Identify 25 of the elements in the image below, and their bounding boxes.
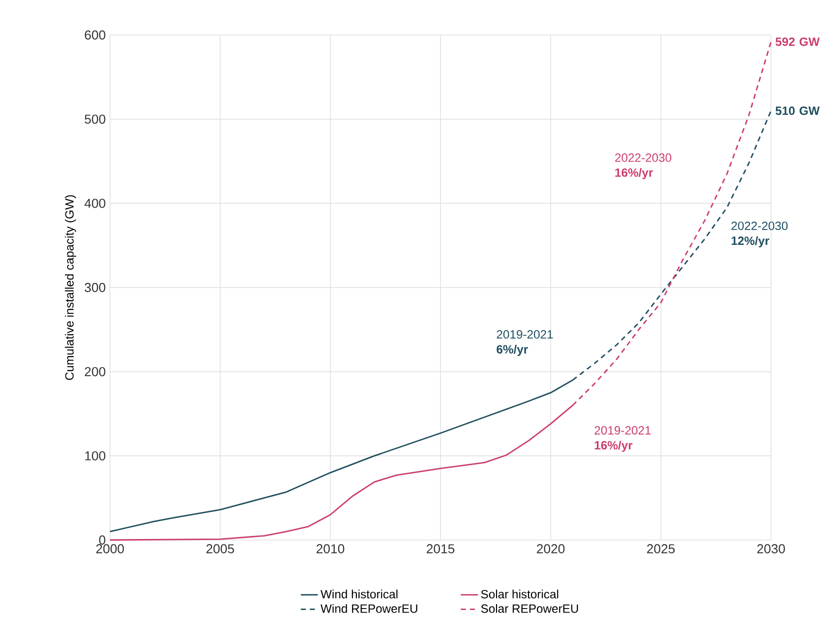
y-tick-label: 100 bbox=[85, 451, 106, 460]
x-tick-label: 2025 bbox=[647, 544, 675, 554]
legend-label: Wind REPowerEU bbox=[320, 604, 418, 613]
legend-label: Solar REPowerEU bbox=[481, 604, 578, 613]
annotation: 2022-2030 12%/yr bbox=[732, 222, 788, 248]
annotation: 510 GW bbox=[776, 106, 820, 115]
x-tick-label: 2030 bbox=[757, 544, 785, 554]
legend-label: Wind historical bbox=[320, 590, 398, 598]
x-tick-label: 2000 bbox=[96, 544, 124, 554]
y-tick-label: 600 bbox=[84, 30, 106, 40]
y-tick-label: 0 bbox=[99, 535, 106, 545]
x-tick-label: 2020 bbox=[536, 544, 565, 554]
annotation: 592 GW bbox=[776, 38, 820, 46]
x-tick-label: 2005 bbox=[206, 544, 234, 554]
y-tick-label: 400 bbox=[84, 198, 106, 208]
annotation: 2019-2021 16%/yr bbox=[594, 426, 651, 452]
legend-label: Solar historical bbox=[481, 590, 558, 598]
y-tick-label: 500 bbox=[84, 114, 106, 124]
y-axis-title: Cumulative installed capacity (GW) bbox=[64, 195, 76, 380]
x-tick-label: 2010 bbox=[316, 544, 344, 554]
y-tick-label: 200 bbox=[84, 367, 106, 376]
y-tick-label: 300 bbox=[84, 282, 106, 292]
annotation: 2022-2030 16%/yr bbox=[615, 153, 672, 180]
x-tick-label: 2015 bbox=[426, 544, 454, 554]
annotation: 2019-2021 6%/yr bbox=[496, 330, 553, 356]
